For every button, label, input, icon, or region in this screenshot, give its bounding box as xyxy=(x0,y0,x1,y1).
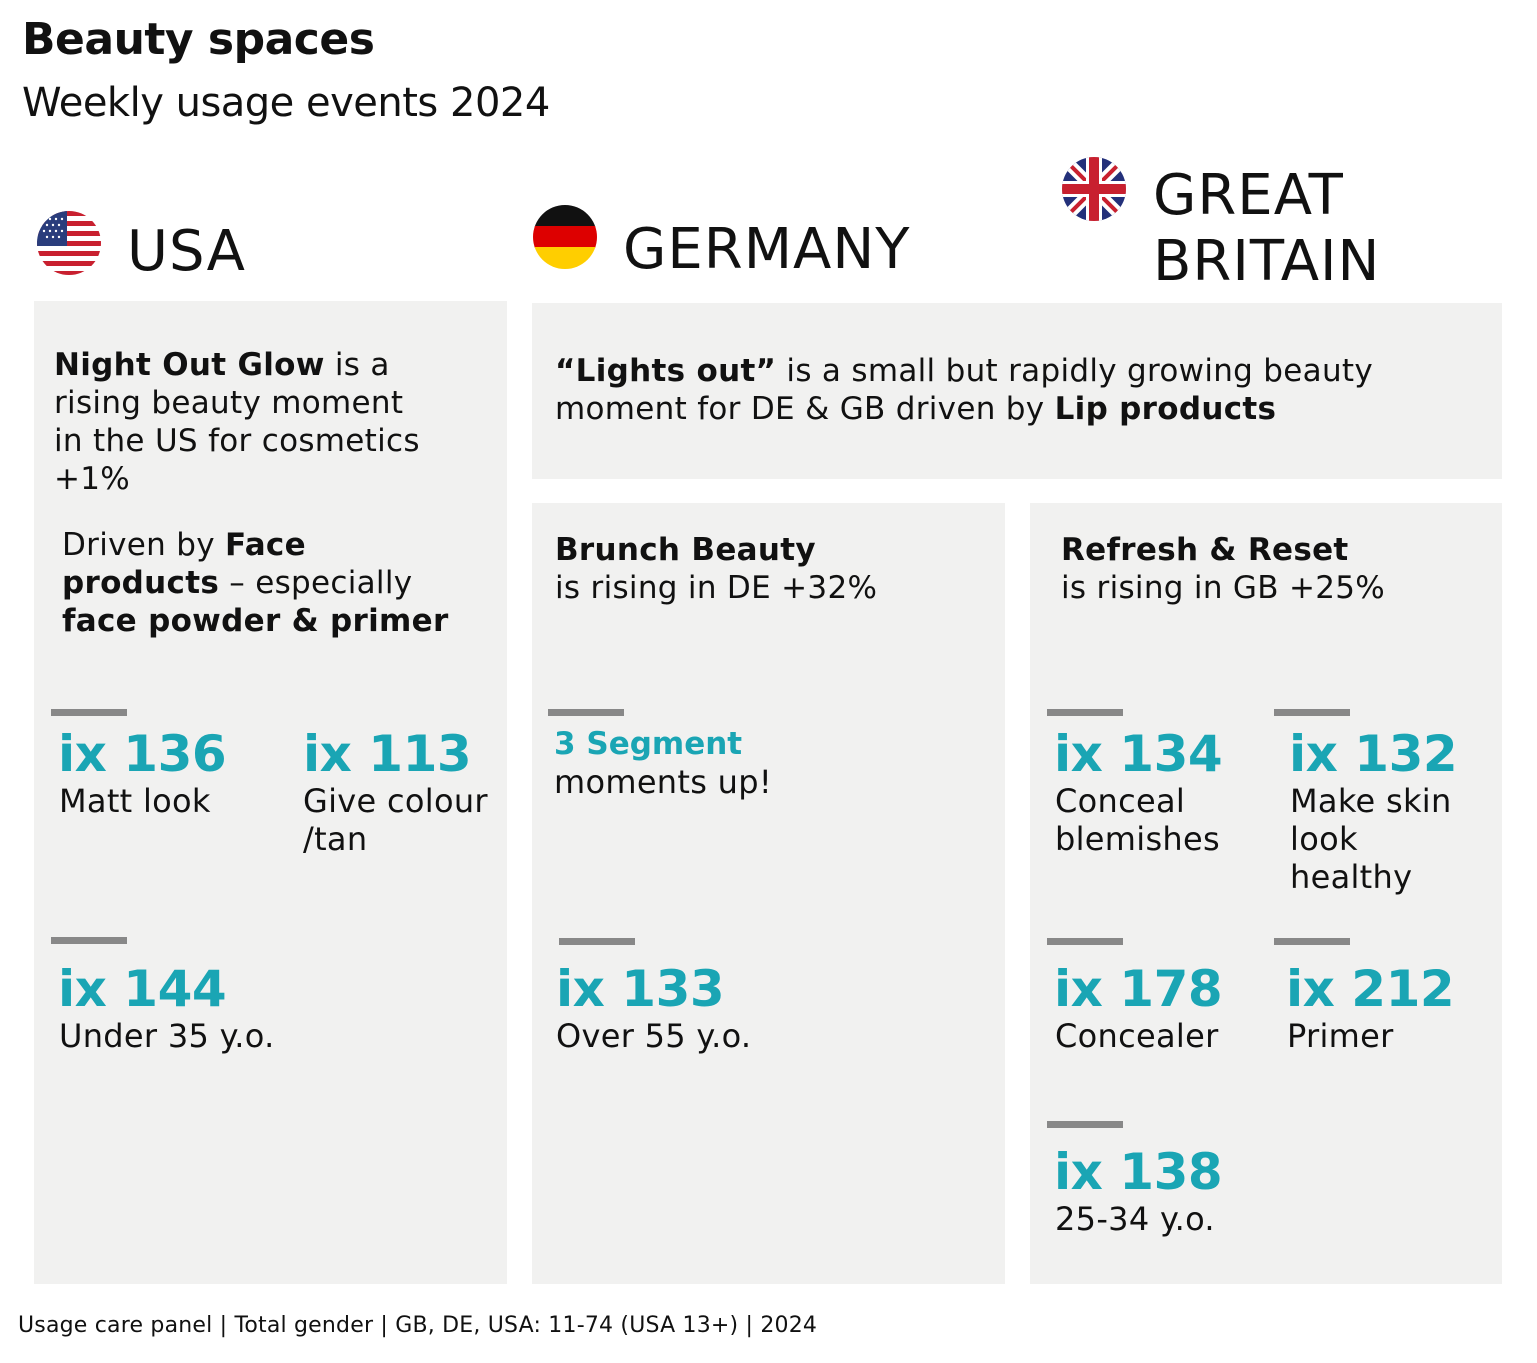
divider xyxy=(1047,938,1123,945)
stat-index: ix 212 xyxy=(1286,960,1455,1018)
stat-label: Under 35 y.o. xyxy=(59,1017,275,1055)
shared-insight-text: “Lights out” is a small but rapidly grow… xyxy=(555,353,1374,427)
stat-index: ix 113 xyxy=(303,725,472,783)
stat-index: ix 178 xyxy=(1054,960,1223,1018)
germany-flag-icon xyxy=(533,205,597,269)
country-gb-line1: GREAT xyxy=(1153,163,1344,228)
gb-panel xyxy=(1030,503,1502,1284)
us-flag-icon xyxy=(37,211,101,275)
stat-index: ix 144 xyxy=(58,960,227,1018)
stat-label: Conceal blemishes xyxy=(1055,782,1220,858)
country-germany: GERMANY xyxy=(623,217,911,282)
shared-insight-panel xyxy=(532,303,1502,479)
stat-label: Primer xyxy=(1287,1017,1394,1055)
germany-segment: 3 Segment moments up! xyxy=(554,726,773,801)
divider xyxy=(1047,1121,1123,1128)
stat-index: ix 138 xyxy=(1054,1143,1223,1201)
source-footnote: Usage care panel | Total gender | GB, DE… xyxy=(18,1313,818,1338)
page-title: Beauty spaces xyxy=(22,14,375,65)
germany-panel xyxy=(532,503,1005,1284)
divider xyxy=(51,937,127,944)
divider xyxy=(548,709,624,716)
stat-index: ix 136 xyxy=(58,725,227,783)
uk-flag-icon xyxy=(1062,157,1126,221)
stat-index: ix 133 xyxy=(556,960,725,1018)
divider xyxy=(1274,709,1350,716)
germany-headline: Brunch Beauty is rising in DE +32% xyxy=(555,532,878,606)
divider xyxy=(559,938,635,945)
stat-label: 25-34 y.o. xyxy=(1055,1200,1215,1238)
stat-index: ix 134 xyxy=(1054,725,1223,783)
stat-label: Over 55 y.o. xyxy=(556,1017,752,1055)
page-subtitle: Weekly usage events 2024 xyxy=(22,80,550,126)
usa-panel xyxy=(34,301,507,1284)
divider xyxy=(1047,709,1123,716)
usa-driver: Driven by Face products – especially fac… xyxy=(62,527,449,639)
stat-label: Give colour /tan xyxy=(303,782,488,858)
stat-label: Matt look xyxy=(59,782,211,820)
country-gb-line2: BRITAIN xyxy=(1153,229,1381,294)
divider xyxy=(1274,938,1350,945)
gb-headline: Refresh & Reset is rising in GB +25% xyxy=(1061,532,1386,606)
stat-label: Make skin look healthy xyxy=(1290,782,1452,896)
divider xyxy=(51,709,127,716)
usa-headline: Night Out Glow is a rising beauty moment… xyxy=(54,347,420,497)
stat-label: Concealer xyxy=(1055,1017,1219,1055)
country-usa: USA xyxy=(127,219,246,284)
stat-index: ix 132 xyxy=(1289,725,1458,783)
